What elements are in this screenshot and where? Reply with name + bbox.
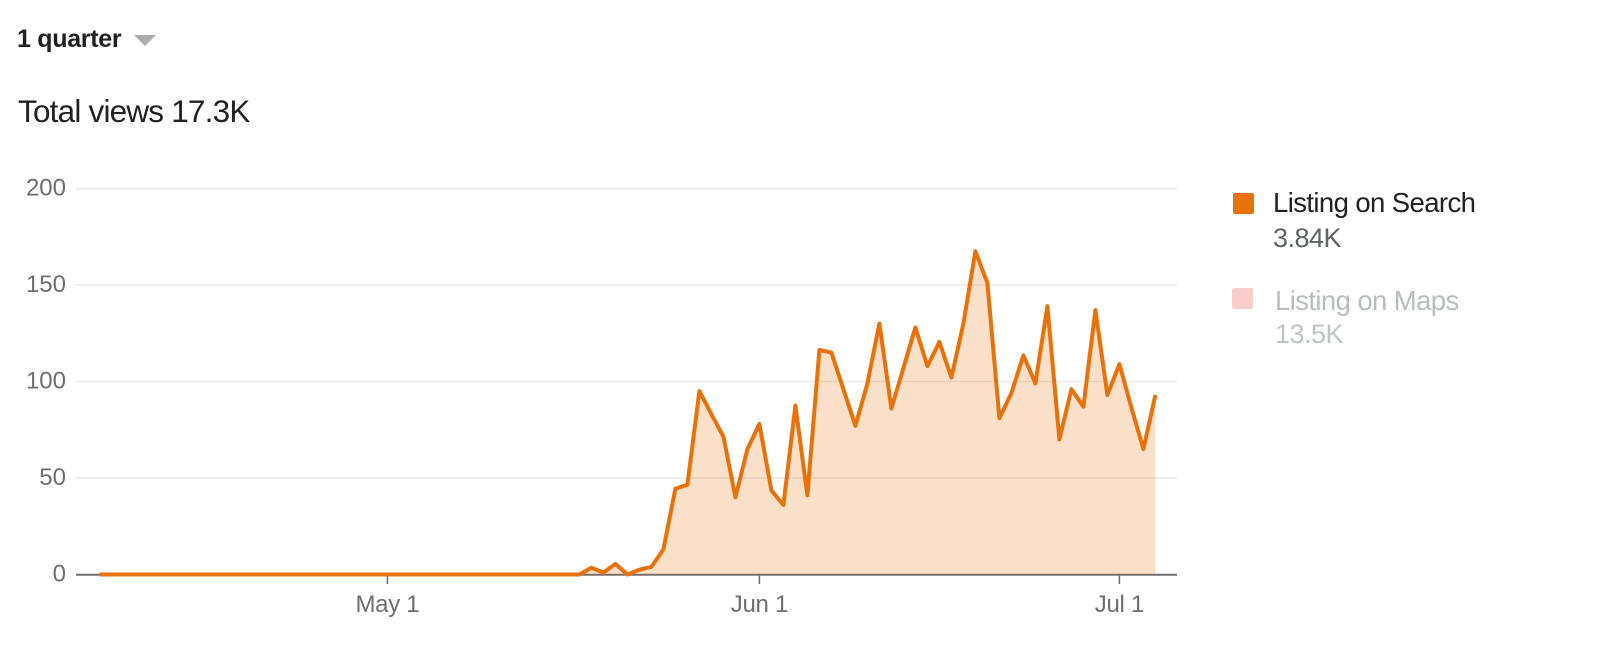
svg-text:0: 0: [53, 561, 66, 588]
svg-text:Jun 1: Jun 1: [731, 591, 788, 618]
svg-text:May 1: May 1: [355, 591, 419, 618]
svg-text:200: 200: [26, 175, 66, 202]
svg-text:50: 50: [39, 464, 66, 491]
svg-text:150: 150: [26, 271, 66, 298]
svg-text:Jul 1: Jul 1: [1095, 591, 1144, 618]
svg-text:100: 100: [26, 368, 66, 395]
